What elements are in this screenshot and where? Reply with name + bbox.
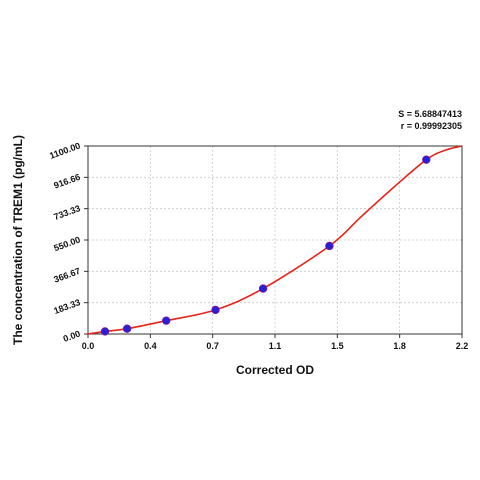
y-tick-label: 916.66	[52, 172, 81, 191]
data-point	[100, 327, 110, 336]
data-point	[258, 284, 268, 293]
y-tick-label: 1100.00	[48, 140, 82, 160]
x-axis-ticks: 0.0 0.4 0.7 1.1 1.5 1.8 2.2	[82, 334, 469, 351]
x-tick-label: 1.8	[393, 341, 406, 351]
y-axis-ticks: 0.00 183.33 366.67 550.00 733.33 916.66 1100.0…	[48, 140, 88, 344]
y-tick-label: 0.00	[62, 328, 82, 343]
data-point	[211, 305, 220, 315]
x-tick-label: 0.4	[144, 341, 157, 351]
stat-r-value: r = 0.99992305	[401, 121, 462, 131]
data-points	[100, 155, 431, 336]
data-point	[122, 324, 132, 333]
data-point	[422, 155, 431, 164]
data-point	[161, 316, 171, 325]
data-point	[325, 241, 334, 251]
x-tick-label: 0.7	[206, 341, 219, 351]
y-axis-title: The concentration of TREM1 (pg/mL)	[11, 135, 25, 345]
x-tick-label: 2.2	[456, 341, 469, 351]
x-axis-title: Corrected OD	[236, 363, 314, 377]
x-tick-label: 0.0	[82, 341, 95, 351]
grid-lines	[88, 146, 462, 334]
y-tick-label: 550.00	[52, 234, 81, 253]
stat-s-value: S = 5.68847413	[398, 109, 462, 119]
y-tick-label: 366.67	[52, 266, 81, 285]
x-tick-label: 1.5	[331, 341, 344, 351]
x-tick-label: 1.1	[269, 341, 282, 351]
y-tick-label: 183.33	[52, 297, 81, 316]
y-tick-label: 733.33	[52, 203, 81, 222]
